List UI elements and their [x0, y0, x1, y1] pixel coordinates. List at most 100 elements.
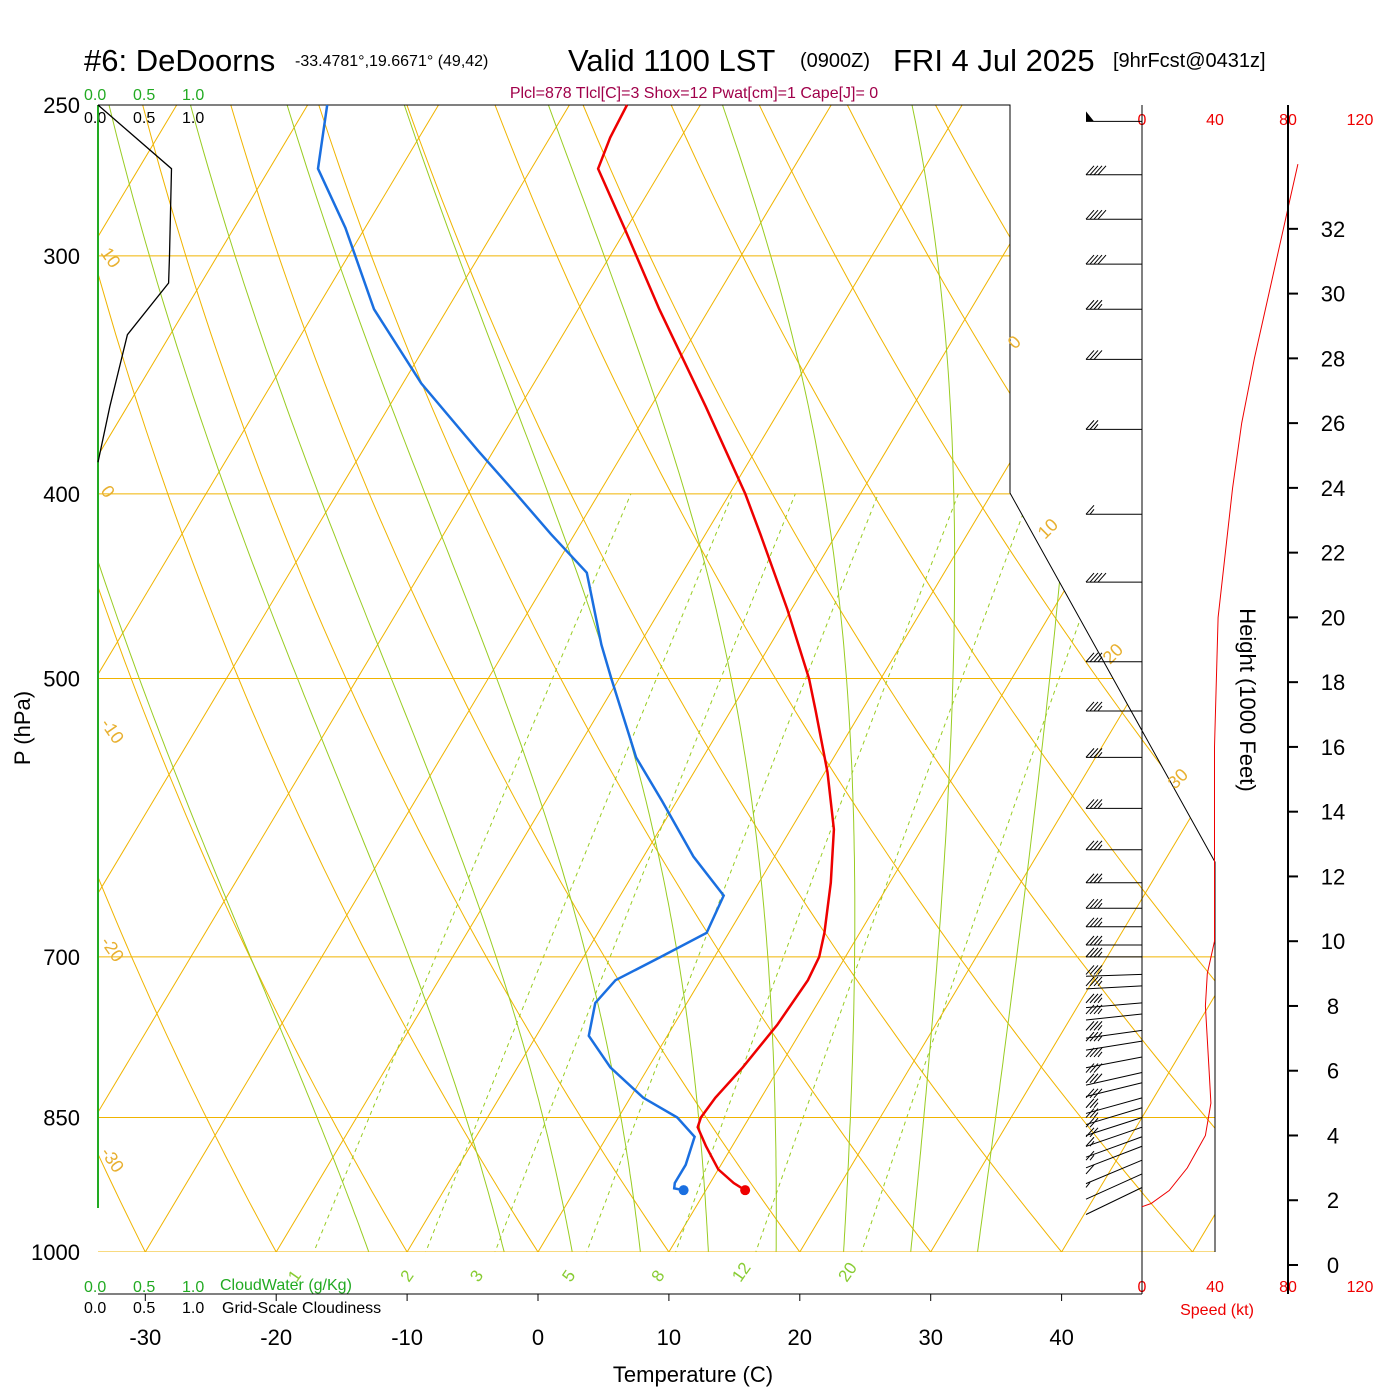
wind-barb-flag	[1089, 976, 1099, 987]
wind-barb-flag	[1085, 254, 1095, 265]
wind-barb-half-flag	[1097, 1008, 1103, 1015]
wind-barb	[1085, 350, 1142, 360]
wind-barb-flag	[1089, 350, 1099, 360]
dry-adiabat-line	[263, 105, 963, 1252]
wind-barb-flag	[1089, 572, 1099, 583]
height-tick-label: 0	[1327, 1253, 1339, 1278]
cloud-green-tick-0: 0.0	[84, 87, 106, 104]
wind-barb-staff	[1085, 1097, 1143, 1114]
wind-barb-flag	[1085, 504, 1095, 515]
wind-barb-flag	[1085, 965, 1095, 975]
cloud-green-tick-bottom-2: 1.0	[182, 1279, 204, 1296]
wind-barb-flag	[1085, 1117, 1095, 1128]
wind-barb-flag	[1089, 947, 1099, 958]
moist-adiabat-line	[346, 105, 711, 1252]
wind-barb-flag	[1093, 1063, 1103, 1073]
wind-barb-flag	[1093, 799, 1103, 809]
wind-barb-half-flag	[1097, 303, 1103, 310]
wind-barb-pennant	[1086, 111, 1094, 122]
height-tick-label: 26	[1321, 411, 1345, 436]
pressure-tick-label: 400	[43, 482, 80, 507]
height-tick-label: 18	[1321, 670, 1345, 695]
dry-adiabat-line	[1256, 0, 1400, 1292]
background-grid	[98, 0, 1400, 1292]
temperature-tick-label: 10	[657, 1325, 681, 1350]
wind-barb	[1085, 993, 1143, 1009]
wind-barb-flag	[1093, 572, 1103, 583]
wind-speed-line	[1141, 163, 1299, 1208]
wind-barb-flag	[1093, 748, 1103, 758]
wind-barb-flag	[1089, 1073, 1099, 1084]
wind-barb	[1085, 420, 1142, 430]
wind-barb-flag	[1089, 1088, 1099, 1099]
height-tick-label: 4	[1327, 1123, 1339, 1148]
wind-barb-flag	[1089, 254, 1099, 265]
isotherm-label-right: 0	[1004, 332, 1025, 353]
mixing-ratio-line	[741, 493, 1031, 1252]
temperature-tick-label: -10	[391, 1325, 423, 1350]
mixing-ratio-label: 2	[397, 1267, 418, 1286]
wind-barb	[1085, 1164, 1143, 1200]
cloud-black-tick-2: 1.0	[182, 110, 204, 127]
wind-barb-flag	[1093, 965, 1103, 975]
wind-barb-flag	[1093, 873, 1103, 884]
wind-barb	[1085, 748, 1142, 758]
dry-adiabat-line	[98, 105, 565, 1252]
wind-barb-flag	[1093, 1047, 1103, 1058]
dry-adiabat-line	[1339, 0, 1400, 1292]
wind-barb-flag	[1085, 1031, 1095, 1042]
wind-barb-flag	[1085, 799, 1095, 809]
wind-barb	[1085, 209, 1142, 220]
wind-barb-flag	[1085, 1127, 1095, 1138]
wind-barb-flag	[1085, 898, 1095, 909]
wind-barb-flag	[1085, 1098, 1095, 1109]
mixing-ratio-label: 20	[835, 1259, 861, 1285]
mixing-ratio-line	[847, 493, 1126, 1252]
wind-barb-flag	[1093, 652, 1103, 663]
isotherm-line	[930, 105, 1215, 1252]
cloud-green-tick-bottom-0: 0.0	[84, 1279, 106, 1296]
wind-barb-flag	[1085, 209, 1095, 220]
wind-barb-half-flag	[1089, 1154, 1095, 1161]
cloudiness-line	[97, 104, 173, 463]
wind-barb-flag	[1089, 1021, 1099, 1031]
temperature-tick-label: 40	[1049, 1325, 1073, 1350]
wind-barb-flag	[1089, 1004, 1099, 1015]
mixing-ratio-label: 12	[728, 1259, 754, 1285]
dry-adiabat-line	[1173, 105, 1215, 1252]
wind-barb-half-flag	[1097, 939, 1103, 946]
wind-barb-half-flag	[1097, 656, 1103, 663]
pressure-tick-label: 850	[43, 1106, 80, 1131]
height-tick-label: 24	[1321, 476, 1345, 501]
wind-panel	[1085, 105, 1299, 1294]
wind-barb-staff	[1085, 1002, 1143, 1009]
mixing-ratio-label: 3	[466, 1267, 487, 1286]
wind-barb	[1085, 254, 1142, 265]
wind-barb-flag	[1089, 799, 1099, 809]
mixing-ratio-line	[478, 493, 796, 1252]
moist-adiabat-line	[864, 105, 956, 1252]
speed-tick-bottom-1: 40	[1206, 1279, 1224, 1296]
wind-barb	[1085, 898, 1142, 909]
wind-barb-flag	[1093, 209, 1103, 220]
wind-barb-flag	[1085, 935, 1095, 946]
wind-barb-flag	[1085, 1047, 1095, 1058]
station-coords: -33.4781°,19.6671° (49,42)	[295, 53, 488, 70]
wind-barb-flag	[1089, 748, 1099, 758]
height-tick-label: 12	[1321, 864, 1345, 889]
pressure-tick-label: 250	[43, 93, 80, 118]
wind-barb-flag	[1085, 701, 1095, 712]
wind-barb-staff	[1085, 1117, 1143, 1137]
wind-barb-flag	[1089, 935, 1099, 946]
moist-adiabat-line	[483, 105, 777, 1252]
wind-barb-flag	[1093, 1021, 1103, 1031]
wind-barb	[1085, 1150, 1143, 1185]
wind-barb-flag	[1097, 209, 1107, 220]
wind-barb-half-flag	[1097, 752, 1103, 758]
wind-barb-staff	[1085, 985, 1143, 990]
wind-barb-half-flag	[1089, 1140, 1095, 1147]
wind-barb	[1085, 572, 1142, 583]
dry-adiabat-line	[98, 105, 167, 1252]
